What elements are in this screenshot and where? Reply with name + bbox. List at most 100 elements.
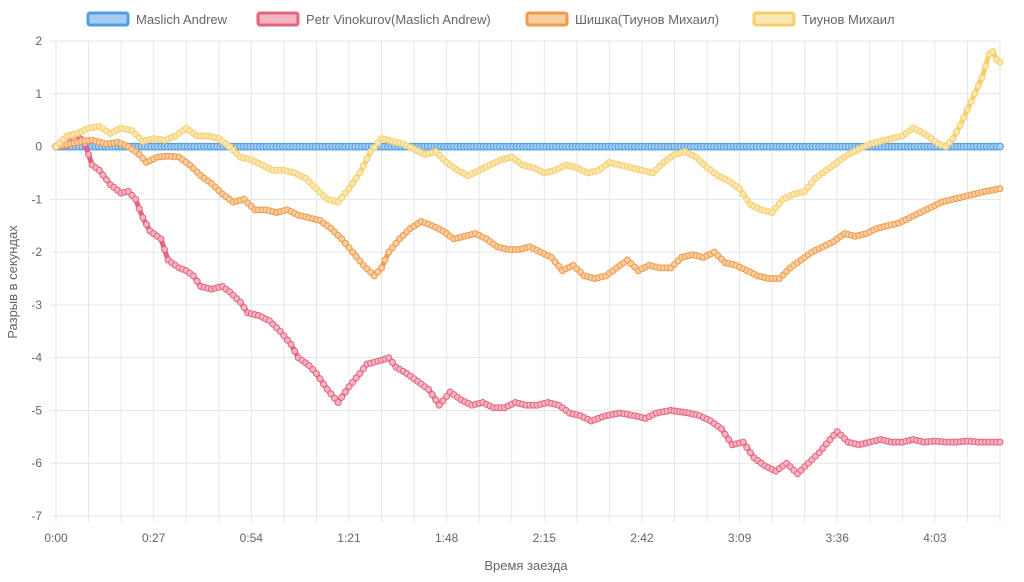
series-2	[52, 136, 1004, 282]
data-point	[392, 239, 400, 247]
data-point	[349, 378, 357, 386]
data-point	[345, 185, 353, 193]
x-tick-label: 0:00	[44, 531, 68, 545]
axes: 2 1 0 -1 -2 -3 -4 -5 -6 -70:00 0:27 0:54 1:21 1:48 2:1…	[31, 34, 947, 545]
x-tick-label: 3:09	[728, 531, 752, 545]
series-line	[53, 137, 1003, 281]
data-point	[439, 397, 447, 405]
x-tick-label: 3:36	[826, 531, 850, 545]
data-point	[237, 298, 244, 306]
legend-label: Тиунов Михаил	[802, 12, 895, 27]
data-point	[725, 436, 733, 443]
series-area	[52, 48, 1004, 478]
legend-label: Maslich Andrew	[136, 12, 228, 27]
data-point	[388, 244, 396, 252]
data-point	[334, 399, 342, 406]
x-tick-label: 4:03	[923, 531, 947, 545]
legend-label: Шишка(Тиунов Михаил)	[575, 12, 719, 27]
data-point	[974, 82, 982, 90]
data-point	[341, 189, 349, 197]
data-point	[967, 98, 975, 106]
data-point	[432, 396, 440, 404]
series-0	[52, 142, 1004, 151]
data-point	[746, 449, 754, 457]
data-point	[428, 391, 436, 399]
data-point	[739, 438, 747, 446]
data-point	[996, 438, 1004, 446]
y-tick-label: -3	[31, 298, 42, 312]
data-point	[135, 205, 143, 213]
data-point	[555, 262, 563, 270]
y-tick-label: 0	[35, 140, 42, 154]
data-point	[768, 209, 776, 216]
y-tick-label: 2	[35, 34, 42, 48]
data-point	[374, 139, 382, 147]
y-axis-label: Разрыв в секундах	[5, 225, 20, 339]
data-point	[425, 385, 432, 393]
data-point	[388, 358, 396, 366]
data-point	[385, 354, 393, 362]
data-point	[443, 392, 451, 400]
data-point	[334, 198, 342, 206]
y-tick-label: -6	[31, 456, 42, 470]
data-point	[359, 162, 367, 170]
data-point	[721, 430, 729, 438]
data-point	[743, 195, 751, 203]
data-point	[815, 449, 823, 457]
y-tick-label: 1	[35, 87, 42, 101]
x-tick-label: 0:54	[240, 531, 264, 545]
data-point	[327, 390, 335, 398]
data-point	[971, 90, 979, 98]
legend-swatch	[752, 11, 796, 27]
data-point	[739, 190, 747, 198]
data-point	[352, 253, 360, 260]
data-point	[978, 74, 986, 82]
data-point	[338, 393, 346, 401]
data-point	[385, 248, 393, 256]
data-point	[161, 246, 168, 253]
data-point	[341, 388, 349, 396]
legend-item[interactable]: Petr Vinokurov(Maslich Andrew)	[256, 11, 491, 27]
data-point	[132, 195, 140, 203]
data-point	[338, 194, 346, 202]
data-point	[804, 183, 812, 191]
data-point	[139, 214, 147, 222]
data-point	[743, 443, 751, 451]
data-point	[982, 62, 989, 70]
data-point	[331, 394, 338, 402]
data-point	[960, 114, 968, 121]
legend-swatch	[86, 11, 130, 27]
data-point	[103, 176, 111, 184]
legend-item[interactable]: Тиунов Михаил	[752, 11, 895, 27]
data-point	[356, 169, 364, 177]
legend-swatch	[256, 11, 300, 27]
data-point	[822, 440, 830, 448]
data-point	[819, 444, 827, 452]
data-point	[291, 347, 299, 355]
data-point	[341, 239, 349, 247]
legend-label: Petr Vinokurov(Maslich Andrew)	[306, 12, 491, 27]
y-tick-label: -7	[31, 509, 42, 523]
data-point	[808, 179, 816, 187]
legend-item[interactable]: Maslich Andrew	[86, 11, 228, 27]
data-point	[287, 341, 295, 348]
data-point	[85, 151, 93, 158]
data-point	[378, 264, 385, 272]
data-point	[95, 166, 103, 174]
data-point	[381, 256, 389, 264]
data-point	[352, 374, 360, 382]
data-point	[99, 171, 107, 179]
data-point	[312, 370, 320, 377]
grid	[50, 40, 1001, 522]
data-point	[189, 272, 197, 280]
data-point	[349, 248, 357, 256]
data-point	[996, 58, 1004, 66]
data-point	[367, 148, 375, 156]
y-tick-label: -5	[31, 403, 42, 417]
y-tick-label: -4	[31, 351, 42, 365]
data-point	[349, 180, 357, 187]
data-point	[280, 332, 288, 340]
data-point	[356, 370, 364, 377]
legend-item[interactable]: Шишка(Тиунов Михаил)	[525, 11, 719, 27]
x-tick-label: 1:48	[435, 531, 459, 545]
